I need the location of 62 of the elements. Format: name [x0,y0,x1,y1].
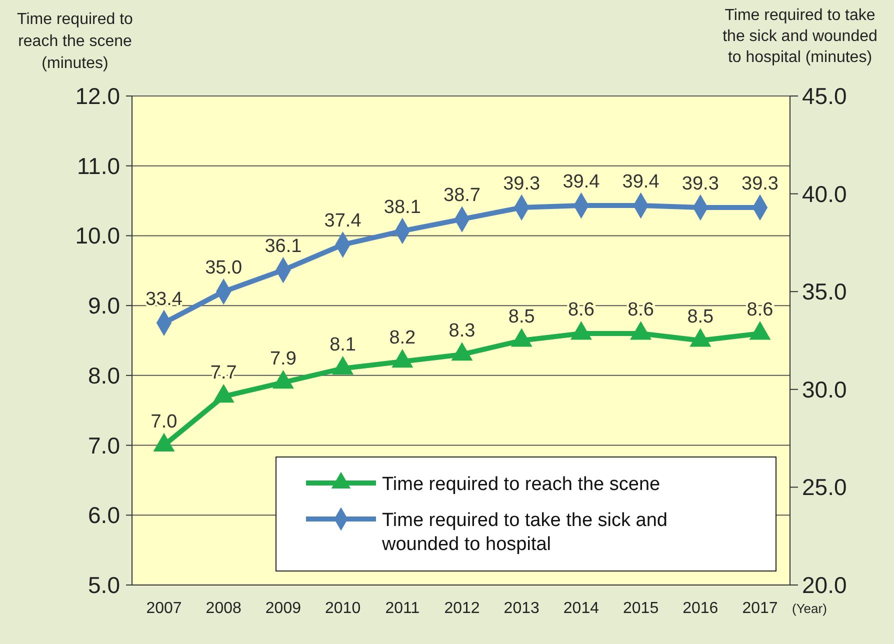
data-label: 37.4 [324,210,362,232]
x-tick-label: 2009 [265,600,302,617]
y2-tick-label: 20.0 [802,572,847,598]
point [570,321,592,340]
y-tick-label: 8.0 [88,362,120,388]
x-tick-label: 2011 [385,600,420,617]
data-label: 8.6 [628,300,654,321]
x-tick-label: 2010 [325,600,361,617]
data-label: 8.2 [389,327,416,348]
x-tick-label: 2007 [146,600,182,617]
y2-tick-label: 30.0 [802,376,847,402]
x-tick-label: 2013 [504,600,540,617]
data-label: 36.1 [264,236,302,258]
data-label: 8.1 [330,334,356,356]
data-label: 8.6 [568,300,594,321]
data-label: 38.1 [384,196,421,218]
data-label: 39.3 [742,173,778,194]
y2-tick-label: 25.0 [802,474,847,500]
x-axis-title: (Year) [792,601,827,616]
y-tick-label: 9.0 [88,292,120,319]
x-tick-label: 2008 [206,600,242,617]
point [392,349,414,368]
data-label: 8.5 [687,306,714,328]
x-tick-label: 2016 [682,600,718,617]
data-label: 39.4 [562,172,600,193]
point [630,321,652,340]
y-tick-label: 7.0 [88,432,120,458]
y-tick-label: 5.0 [88,572,120,598]
point [510,328,532,347]
x-tick-label: 2014 [563,600,600,617]
data-label: 33.4 [146,288,183,310]
y-tick-label: 12.0 [75,83,120,109]
data-label: 8.5 [508,306,535,328]
y-tick-label: 11.0 [76,152,120,179]
x-tick-label: 2012 [444,600,480,617]
data-label: 8.3 [448,320,476,342]
x-tick-label: 2015 [623,600,659,617]
data-label: 39.4 [622,172,660,193]
y2-tick-label: 40.0 [802,180,847,207]
data-label: 8.6 [746,300,774,321]
point [272,370,294,389]
point [332,356,354,375]
data-label: 35.0 [205,258,242,279]
point [451,342,473,361]
data-label: 7.0 [150,411,178,432]
data-label: 7.9 [270,348,296,370]
point [212,384,234,403]
y-tick-label: 10.0 [75,222,120,249]
y-axis-title: Time required to reach the scene (minutes) [17,11,134,72]
y2-tick-label: 45.0 [802,83,847,109]
point [690,328,712,347]
x-tick-label: 2017 [742,600,778,617]
legend-label: Time required to reach the scene [382,474,660,495]
point [749,321,771,340]
y2-tick-label: 35.0 [802,278,847,305]
data-label: 39.3 [682,173,719,194]
data-label: 38.7 [444,185,480,206]
y-tick-label: 6.0 [88,502,120,528]
y2-axis-title: Time required to take the sick and wounded to hospital (minutes) [722,7,878,66]
point [153,432,175,452]
legend-label: Time required to take the sick and wounded to hospital [381,510,668,555]
data-label: 39.3 [503,173,540,194]
